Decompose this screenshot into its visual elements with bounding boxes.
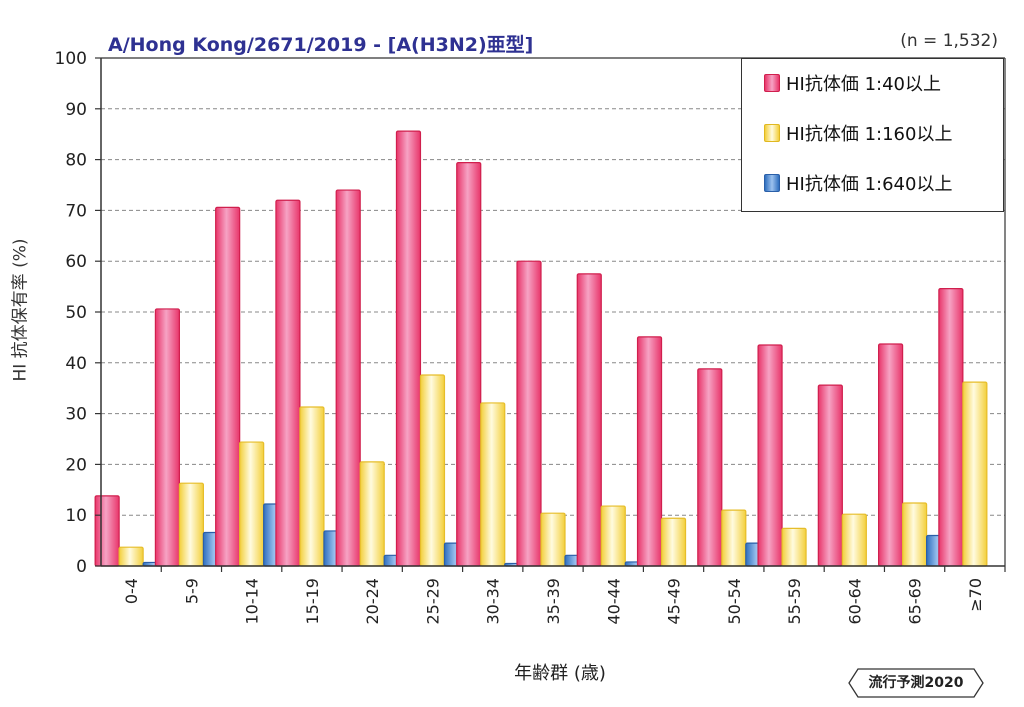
y-tick-label: 40: [65, 354, 87, 374]
x-tick-label: 55-59: [785, 578, 804, 625]
y-tick-label: 70: [65, 201, 87, 221]
y-tick-label: 30: [65, 405, 87, 425]
legend-item-1-640: HI抗体価 1:640以上: [764, 171, 952, 195]
badge-label: 流行予測2020: [868, 675, 964, 691]
chart-title: A/Hong Kong/2671/2019 - [A(H3N2)亜型]: [108, 34, 534, 56]
x-tick-label: 10-14: [243, 578, 262, 625]
legend: HI抗体価 1:40以上 HI抗体価 1:160以上 HI抗体価 1:640以上: [741, 58, 1004, 212]
bar-series-1-160: [419, 374, 446, 567]
bar-series-1-40: [516, 260, 542, 567]
y-tick-label: 0: [76, 557, 87, 577]
bar-series-1-40: [154, 308, 180, 567]
bar-series-1-160: [239, 441, 265, 567]
x-tick-label: 25-29: [423, 578, 442, 625]
x-tick-label: 65-69: [906, 578, 925, 625]
bar-series-1-160: [480, 402, 506, 567]
x-tick-label: 35-39: [544, 578, 563, 625]
bar-series-1-40: [215, 206, 241, 567]
bar-series-1-160: [901, 502, 928, 567]
x-tick-label: 30-34: [484, 578, 503, 625]
bar-series-1-160: [178, 482, 204, 567]
y-tick-label: 20: [65, 455, 87, 475]
bar-series-1-160: [721, 509, 747, 567]
bar-series-1-40: [817, 384, 843, 567]
bar-series-1-160: [299, 406, 325, 567]
y-tick-label: 50: [65, 303, 87, 323]
x-tick-label: 45-49: [665, 578, 684, 625]
legend-label: HI抗体価 1:640以上: [786, 174, 953, 195]
x-tick-label: 15-19: [303, 578, 322, 625]
x-tick-label: 5-9: [182, 578, 201, 604]
bar-series-1-40: [576, 273, 602, 567]
y-tick-label: 100: [55, 49, 87, 69]
x-tick-label: 50-54: [725, 578, 744, 625]
bar-series-1-160: [359, 461, 385, 567]
bar-series-1-40: [456, 162, 482, 567]
legend-label: HI抗体価 1:160以上: [786, 124, 953, 145]
badge-shape: [848, 668, 984, 698]
y-tick-label: 60: [65, 252, 87, 272]
bar-series-1-40: [94, 495, 120, 567]
x-tick-label: 0-4: [122, 578, 141, 604]
legend-item-1-40: HI抗体価 1:40以上: [764, 71, 941, 95]
bar-series-1-160: [781, 527, 807, 567]
x-axis-label: 年齢群 (歳): [514, 663, 606, 684]
bar-series-1-40: [757, 344, 783, 567]
legend-label: HI抗体価 1:40以上: [786, 74, 941, 95]
bar-series-1-40: [636, 336, 663, 567]
y-tick-label: 80: [65, 151, 87, 171]
legend-swatch-blue: [764, 174, 780, 192]
x-tick-label: 20-24: [363, 578, 382, 625]
bar-series-1-160: [600, 505, 626, 567]
bar-series-1-160: [118, 546, 144, 567]
bar-series-1-160: [540, 512, 566, 567]
y-tick-label: 90: [65, 100, 87, 120]
x-tick-label: 40-44: [604, 578, 623, 625]
bar-series-1-40: [335, 189, 361, 567]
bar-series-1-40: [877, 343, 904, 567]
bar-series-1-40: [938, 288, 964, 567]
bar-series-1-40: [275, 199, 301, 567]
bar-series-1-160: [660, 517, 687, 567]
bar-series-1-40: [395, 130, 422, 567]
sample-size: (n = 1,532): [900, 31, 998, 51]
legend-swatch-yellow: [764, 124, 780, 142]
x-tick-label: 60-64: [845, 578, 864, 625]
y-tick-label: 10: [65, 506, 87, 526]
legend-swatch-red: [764, 74, 780, 92]
legend-item-1-160: HI抗体価 1:160以上: [764, 121, 952, 145]
bar-series-1-160: [841, 513, 867, 567]
bar-series-1-40: [697, 368, 723, 567]
x-tick-label: ≥70: [966, 578, 985, 612]
bar-series-1-160: [962, 381, 988, 567]
